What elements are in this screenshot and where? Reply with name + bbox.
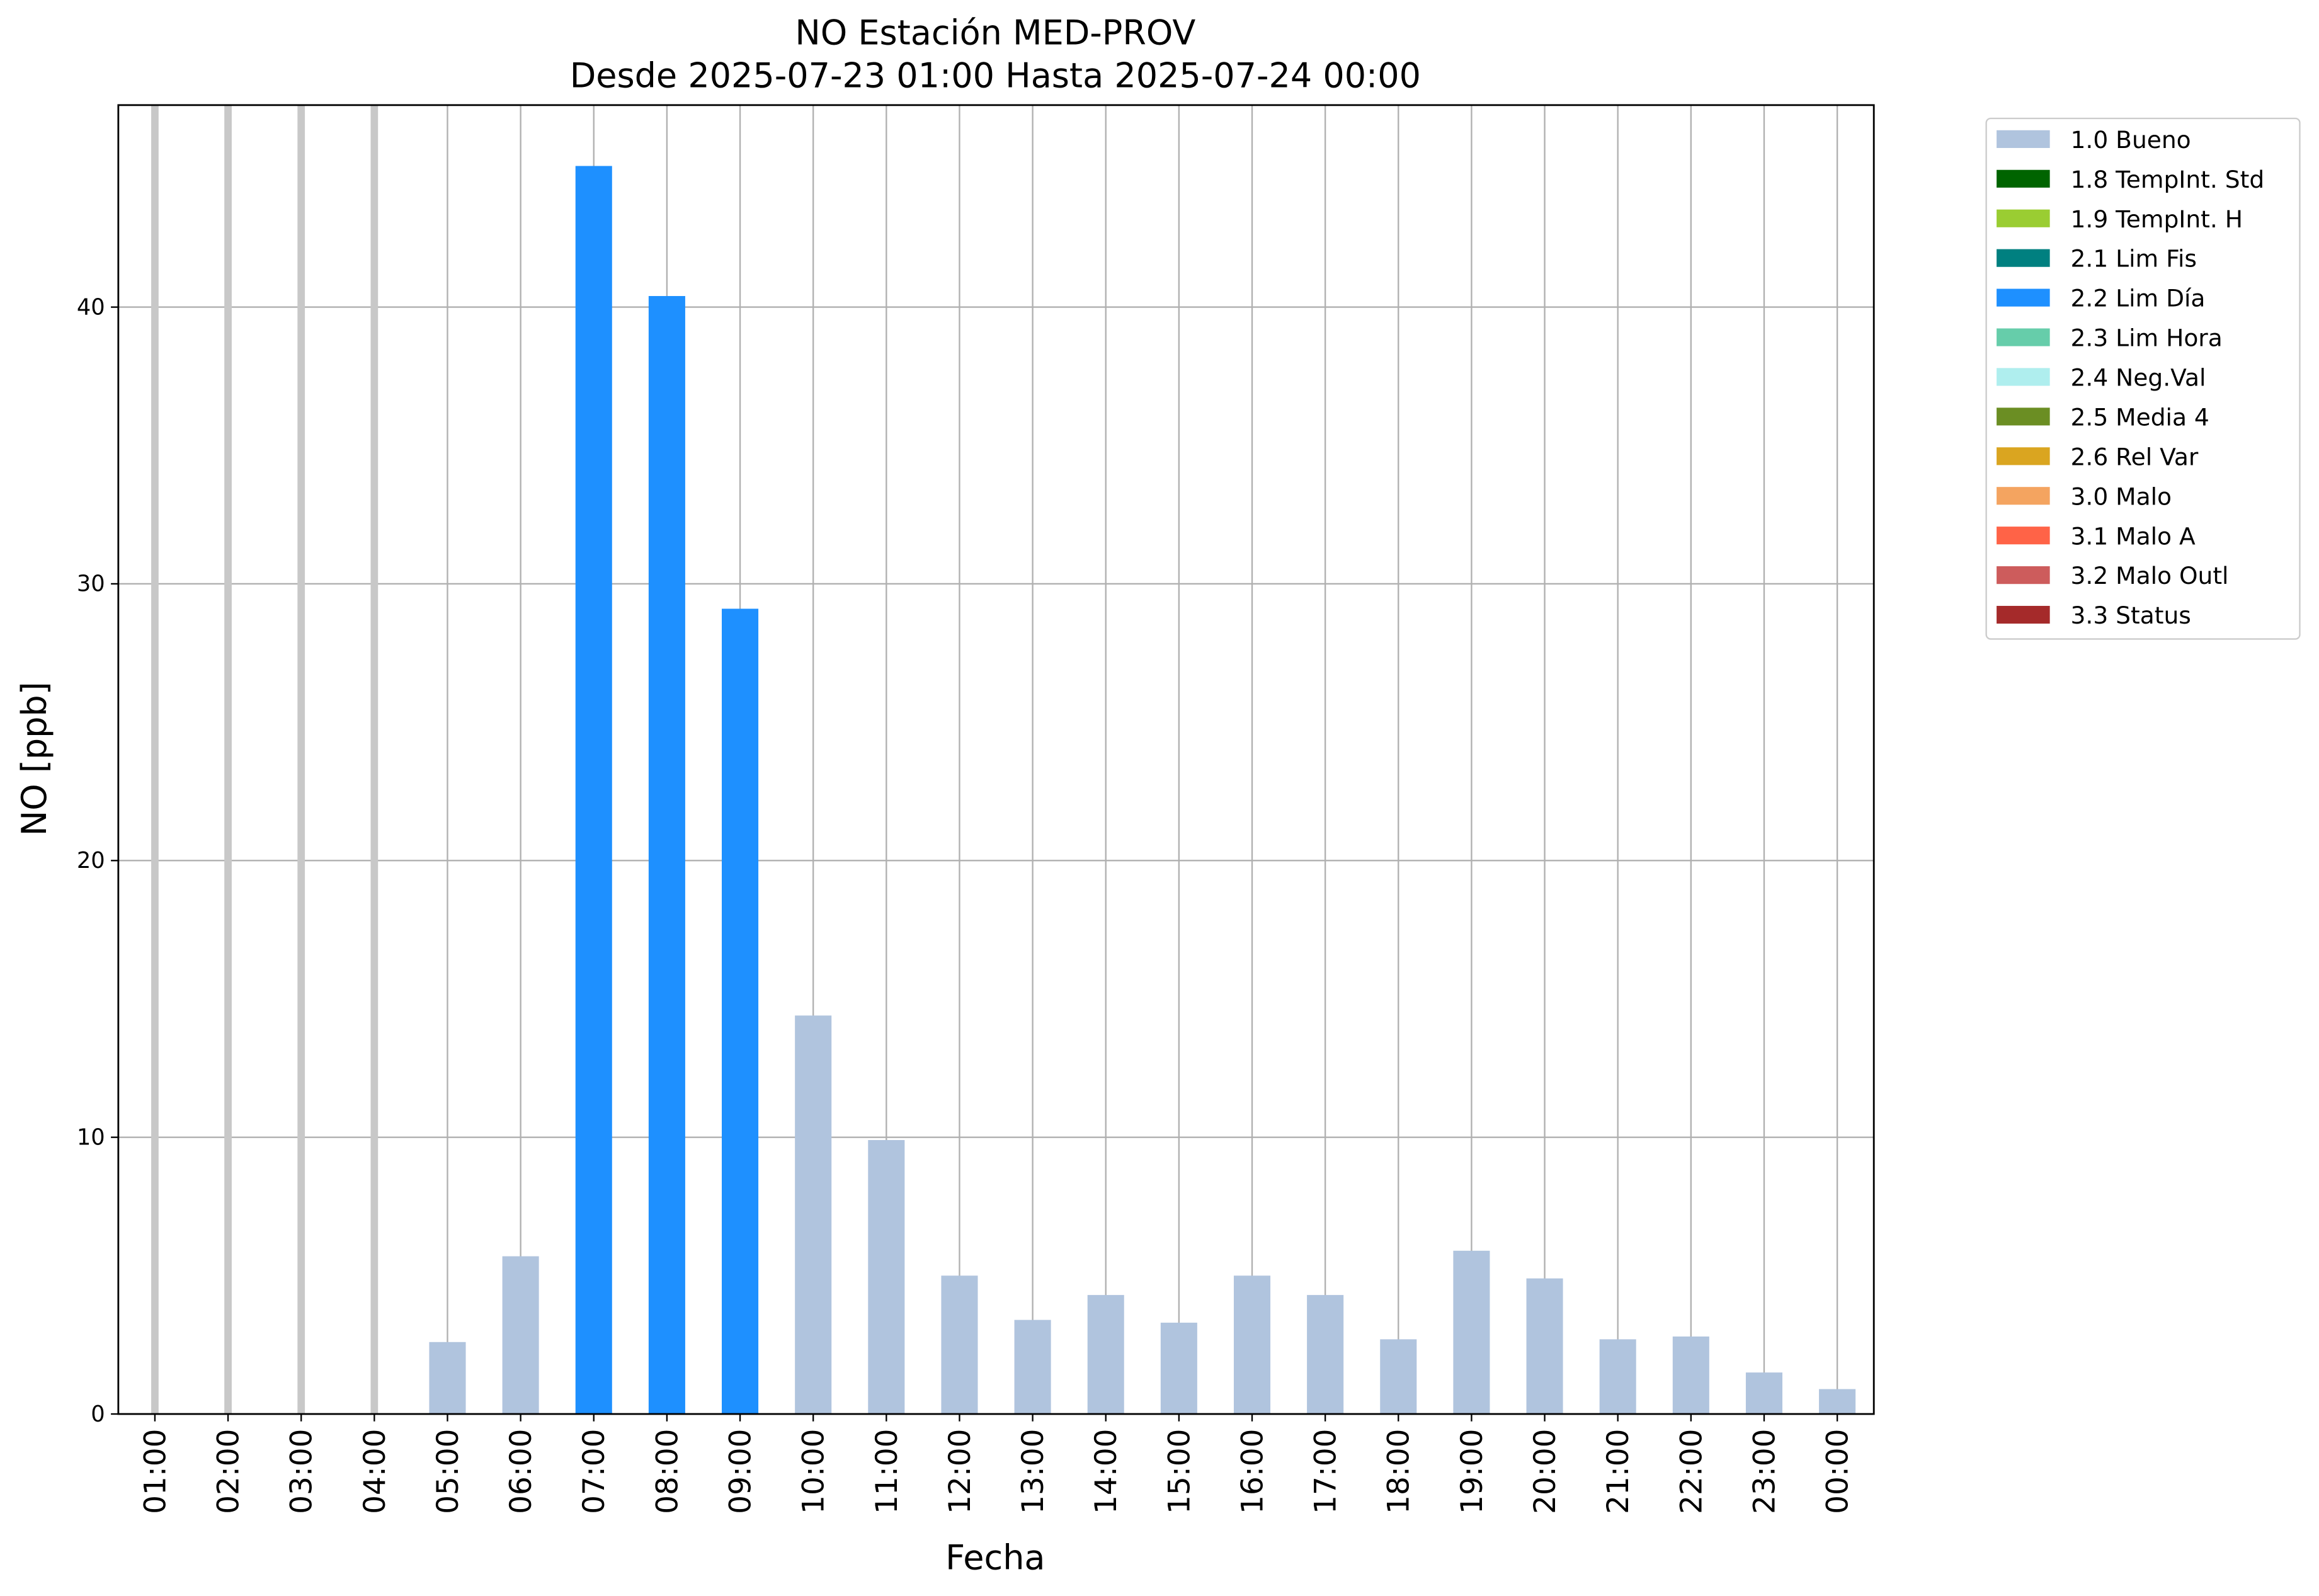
- x-tick-label: 22:00: [1674, 1429, 1709, 1514]
- legend-label: 3.2 Malo Outl: [2071, 562, 2229, 590]
- legend-swatch: [1997, 368, 2050, 386]
- y-tick-label: 20: [77, 848, 105, 874]
- x-tick-label: 00:00: [1821, 1429, 1855, 1514]
- legend-swatch: [1997, 527, 2050, 545]
- bar: [575, 166, 612, 1415]
- bar: [941, 1275, 978, 1415]
- bar: [1014, 1320, 1051, 1415]
- x-axis-label: Fecha: [945, 1538, 1045, 1578]
- legend-swatch: [1997, 566, 2050, 584]
- bar: [1087, 1295, 1124, 1415]
- legend-label: 1.9 TempInt. H: [2071, 205, 2243, 233]
- legend-swatch: [1997, 408, 2050, 426]
- legend-swatch: [1997, 487, 2050, 505]
- y-tick-label: 30: [77, 571, 105, 597]
- legend-label: 2.5 Media 4: [2071, 403, 2209, 431]
- legend-label: 3.0 Malo: [2071, 482, 2172, 510]
- x-tick-label: 10:00: [797, 1429, 831, 1514]
- x-tick-label: 02:00: [212, 1429, 246, 1514]
- x-tick-label: 07:00: [577, 1429, 612, 1514]
- x-tick-label: 13:00: [1016, 1429, 1051, 1514]
- bar: [1819, 1389, 1856, 1415]
- x-tick-label: 04:00: [358, 1429, 392, 1514]
- legend-label: 1.0 Bueno: [2071, 126, 2191, 154]
- legend-swatch: [1997, 447, 2050, 465]
- x-tick-label: 12:00: [943, 1429, 977, 1514]
- chart-title: NO Estación MED-PROV: [795, 13, 1195, 53]
- bar: [1453, 1250, 1490, 1415]
- legend-swatch: [1997, 169, 2050, 188]
- bar: [429, 1342, 466, 1415]
- chart-subtitle: Desde 2025-07-23 01:00 Hasta 2025-07-24 …: [570, 56, 1421, 96]
- bar: [1599, 1339, 1636, 1415]
- x-tick-label: 08:00: [650, 1429, 685, 1514]
- legend-swatch: [1997, 328, 2050, 346]
- bars: [429, 166, 1856, 1415]
- x-tick-label: 09:00: [723, 1429, 758, 1514]
- x-tick-label: 23:00: [1747, 1429, 1782, 1514]
- bar: [868, 1140, 905, 1415]
- x-tick-label: 14:00: [1089, 1429, 1124, 1514]
- legend-label: 2.2 Lim Día: [2071, 285, 2206, 312]
- legend-swatch: [1997, 288, 2050, 307]
- bar: [648, 296, 685, 1415]
- x-tick-label: 16:00: [1235, 1429, 1270, 1514]
- plot-frame: [117, 104, 1875, 1415]
- x-tick-label: 17:00: [1309, 1429, 1343, 1514]
- x-tick-label: 01:00: [138, 1429, 173, 1514]
- x-tick-label: 19:00: [1455, 1429, 1490, 1514]
- x-tick-label: 21:00: [1601, 1429, 1636, 1514]
- legend-swatch: [1997, 605, 2050, 624]
- ticks: 0 10 20 30 40 01:00 02:00 03:00 04:00 05:00 06:00 0…: [77, 294, 1855, 1513]
- y-tick-label: 10: [77, 1124, 105, 1150]
- y-axis-label: NO [ppb]: [14, 681, 54, 836]
- legend-label: 2.4 Neg.Val: [2071, 364, 2206, 392]
- bar: [1233, 1275, 1271, 1415]
- legend-swatch: [1997, 130, 2050, 148]
- x-tick-label: 05:00: [431, 1429, 465, 1514]
- legend-label: 1.8 TempInt. Std: [2071, 166, 2265, 193]
- bar: [1672, 1337, 1709, 1415]
- bar: [1380, 1339, 1417, 1415]
- x-tick-label: 18:00: [1382, 1429, 1416, 1514]
- legend-label: 2.6 Rel Var: [2071, 443, 2199, 470]
- bar: [502, 1256, 539, 1415]
- x-tick-label: 03:00: [285, 1429, 319, 1514]
- legend-box: [1985, 117, 2301, 640]
- bar: [722, 608, 759, 1415]
- bar: [1160, 1323, 1197, 1415]
- x-tick-label: 20:00: [1528, 1429, 1563, 1514]
- legend: 1.0 Bueno 1.8 TempInt. Std 1.9 TempInt. H 2…: [1985, 117, 2301, 640]
- legend-label: 2.3 Lim Hora: [2071, 324, 2223, 352]
- legend-swatch: [1997, 209, 2050, 227]
- bar: [795, 1015, 832, 1415]
- legend-label: 3.1 Malo A: [2071, 522, 2196, 550]
- x-tick-label: 11:00: [870, 1429, 904, 1514]
- x-tick-label: 15:00: [1162, 1429, 1197, 1514]
- legend-swatch: [1997, 249, 2050, 267]
- y-tick-label: 40: [77, 294, 105, 320]
- bar: [1307, 1295, 1344, 1415]
- bar: [1526, 1278, 1563, 1415]
- x-tick-label: 06:00: [504, 1429, 538, 1514]
- legend-label: 2.1 Lim Fis: [2071, 245, 2197, 273]
- bar: [1745, 1372, 1783, 1415]
- legend-label: 3.3 Status: [2071, 601, 2191, 629]
- y-tick-label: 0: [91, 1401, 105, 1427]
